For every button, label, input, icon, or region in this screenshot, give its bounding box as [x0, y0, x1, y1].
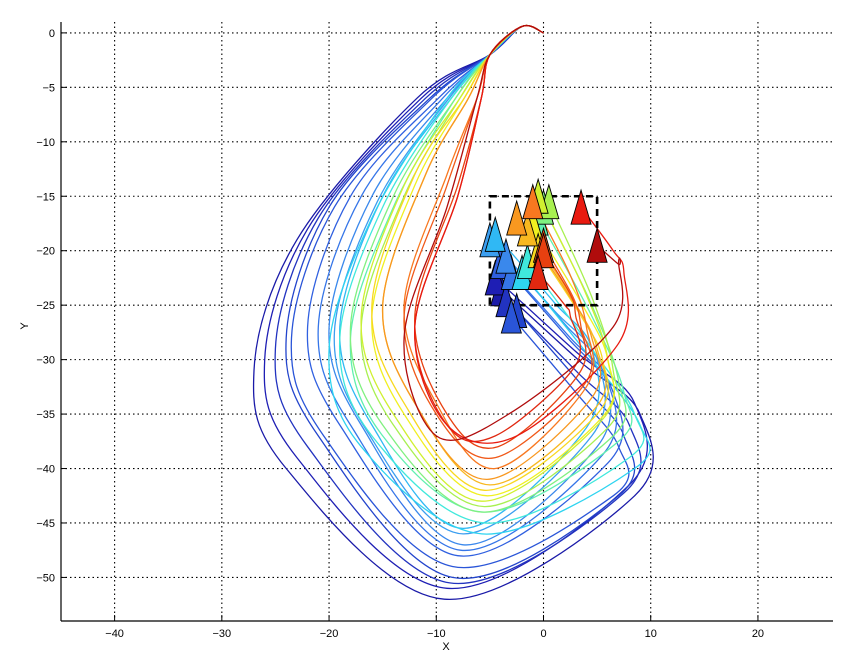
trajectory-line: [333, 24, 606, 535]
trajectory-curves: [252, 24, 654, 600]
tick-labels: −40 −30 −20 −10 0 10 20 0 −5 −10 −15 −20 −25 −30 −35 −4…: [36, 28, 764, 640]
trajectory-line: [263, 24, 648, 589]
y-tick-label: −15: [36, 191, 55, 203]
x-tick-label: 20: [752, 628, 764, 640]
y-tick-label: −30: [36, 355, 55, 367]
grid-lines: [61, 22, 833, 621]
y-tick-label: −45: [36, 518, 55, 530]
end-marker: [527, 253, 549, 290]
x-tick-label: −40: [105, 628, 124, 640]
end-markers: [479, 177, 608, 334]
y-tick-label: −5: [42, 82, 55, 94]
x-tick-label: 10: [645, 628, 657, 640]
x-tick-label: −20: [320, 628, 339, 640]
trajectory-line: [274, 24, 642, 585]
axes-frame: [60, 22, 833, 622]
end-marker: [570, 188, 592, 225]
x-axis-label: X: [442, 641, 450, 653]
end-marker: [586, 226, 608, 263]
y-tick-label: −25: [36, 300, 55, 312]
y-tick-label: −40: [36, 464, 55, 476]
y-tick-label: −50: [36, 572, 55, 584]
trajectory-line: [252, 24, 654, 600]
end-marker: [495, 237, 517, 274]
trajectory-line: [317, 24, 618, 551]
y-tick-label: −10: [36, 137, 55, 149]
trajectory-line: [328, 24, 612, 546]
end-marker: [484, 215, 506, 252]
trajectory-line: [403, 24, 624, 441]
y-tick-label: 0: [49, 28, 55, 40]
trajectory-line: [360, 24, 616, 502]
y-axis-label: Y: [19, 322, 31, 330]
y-tick-label: −35: [36, 409, 55, 421]
y-tick-label: −20: [36, 246, 55, 258]
end-marker: [506, 199, 528, 236]
end-marker: [500, 297, 522, 334]
trajectory-line: [371, 24, 615, 497]
x-tick-label: −10: [427, 628, 446, 640]
x-tick-label: 0: [540, 628, 546, 640]
x-tick-label: −30: [212, 628, 231, 640]
end-marker: [522, 183, 544, 220]
